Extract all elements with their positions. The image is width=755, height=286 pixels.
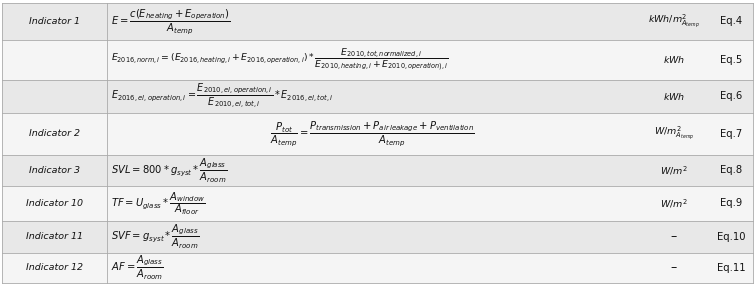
Text: $kWh$: $kWh$	[663, 54, 685, 65]
Text: Indicator 1: Indicator 1	[29, 17, 80, 26]
Text: Eq.5: Eq.5	[720, 55, 743, 65]
Text: Indicator 2: Indicator 2	[29, 129, 80, 138]
Text: Eq.7: Eq.7	[720, 129, 743, 139]
Text: –: –	[671, 261, 677, 274]
Text: $SVF = g_{syst} * \dfrac{A_{glass}}{A_{room}}$: $SVF = g_{syst} * \dfrac{A_{glass}}{A_{r…	[111, 223, 199, 251]
Text: Eq.11: Eq.11	[717, 263, 746, 273]
Text: $W/m^2_{A_{temp}}$: $W/m^2_{A_{temp}}$	[654, 125, 694, 142]
Text: $AF = \dfrac{A_{glass}}{A_{room}}$: $AF = \dfrac{A_{glass}}{A_{room}}$	[111, 254, 164, 282]
Text: –: –	[671, 230, 677, 243]
Text: $kWh$: $kWh$	[663, 91, 685, 102]
Text: Eq.4: Eq.4	[720, 16, 743, 26]
Text: Eq.6: Eq.6	[720, 91, 743, 101]
Text: $E = \dfrac{c(E_{heating} + E_{operation})}{A_{temp}}$: $E = \dfrac{c(E_{heating} + E_{operation…	[111, 7, 230, 36]
Text: $W/m^2$: $W/m^2$	[660, 164, 688, 177]
Text: $kWh/m^2_{A_{temp}}$: $kWh/m^2_{A_{temp}}$	[648, 13, 700, 30]
Text: $TF = U_{glass} * \dfrac{A_{window}}{A_{floor}}$: $TF = U_{glass} * \dfrac{A_{window}}{A_{…	[111, 190, 205, 217]
Text: Indicator 3: Indicator 3	[29, 166, 80, 175]
Text: $E_{2016,norm,i} = (E_{2016,heating,i} + E_{2016,operation,i}) * \dfrac{E_{2010,: $E_{2016,norm,i} = (E_{2016,heating,i} +…	[111, 47, 448, 73]
Text: Eq.9: Eq.9	[720, 198, 743, 208]
Text: Eq.8: Eq.8	[720, 165, 743, 175]
Text: Indicator 10: Indicator 10	[26, 199, 83, 208]
Text: Eq.10: Eq.10	[717, 232, 746, 242]
Text: $\dfrac{P_{tot}}{A_{temp}} = \dfrac{P_{transmission} + P_{air\,leakage} + P_{ven: $\dfrac{P_{tot}}{A_{temp}} = \dfrac{P_{t…	[270, 120, 475, 148]
Text: $E_{2016,el,operation,i} = \dfrac{E_{2010,el,operation,i}}{E_{2010,el,tot,i}} * : $E_{2016,el,operation,i} = \dfrac{E_{201…	[111, 82, 334, 111]
Text: Indicator 11: Indicator 11	[26, 232, 83, 241]
Text: $SVL = 800 * g_{syst} * \dfrac{A_{glass}}{A_{room}}$: $SVL = 800 * g_{syst} * \dfrac{A_{glass}…	[111, 156, 227, 184]
Text: $W/m^2$: $W/m^2$	[660, 197, 688, 210]
Text: Indicator 12: Indicator 12	[26, 263, 83, 272]
